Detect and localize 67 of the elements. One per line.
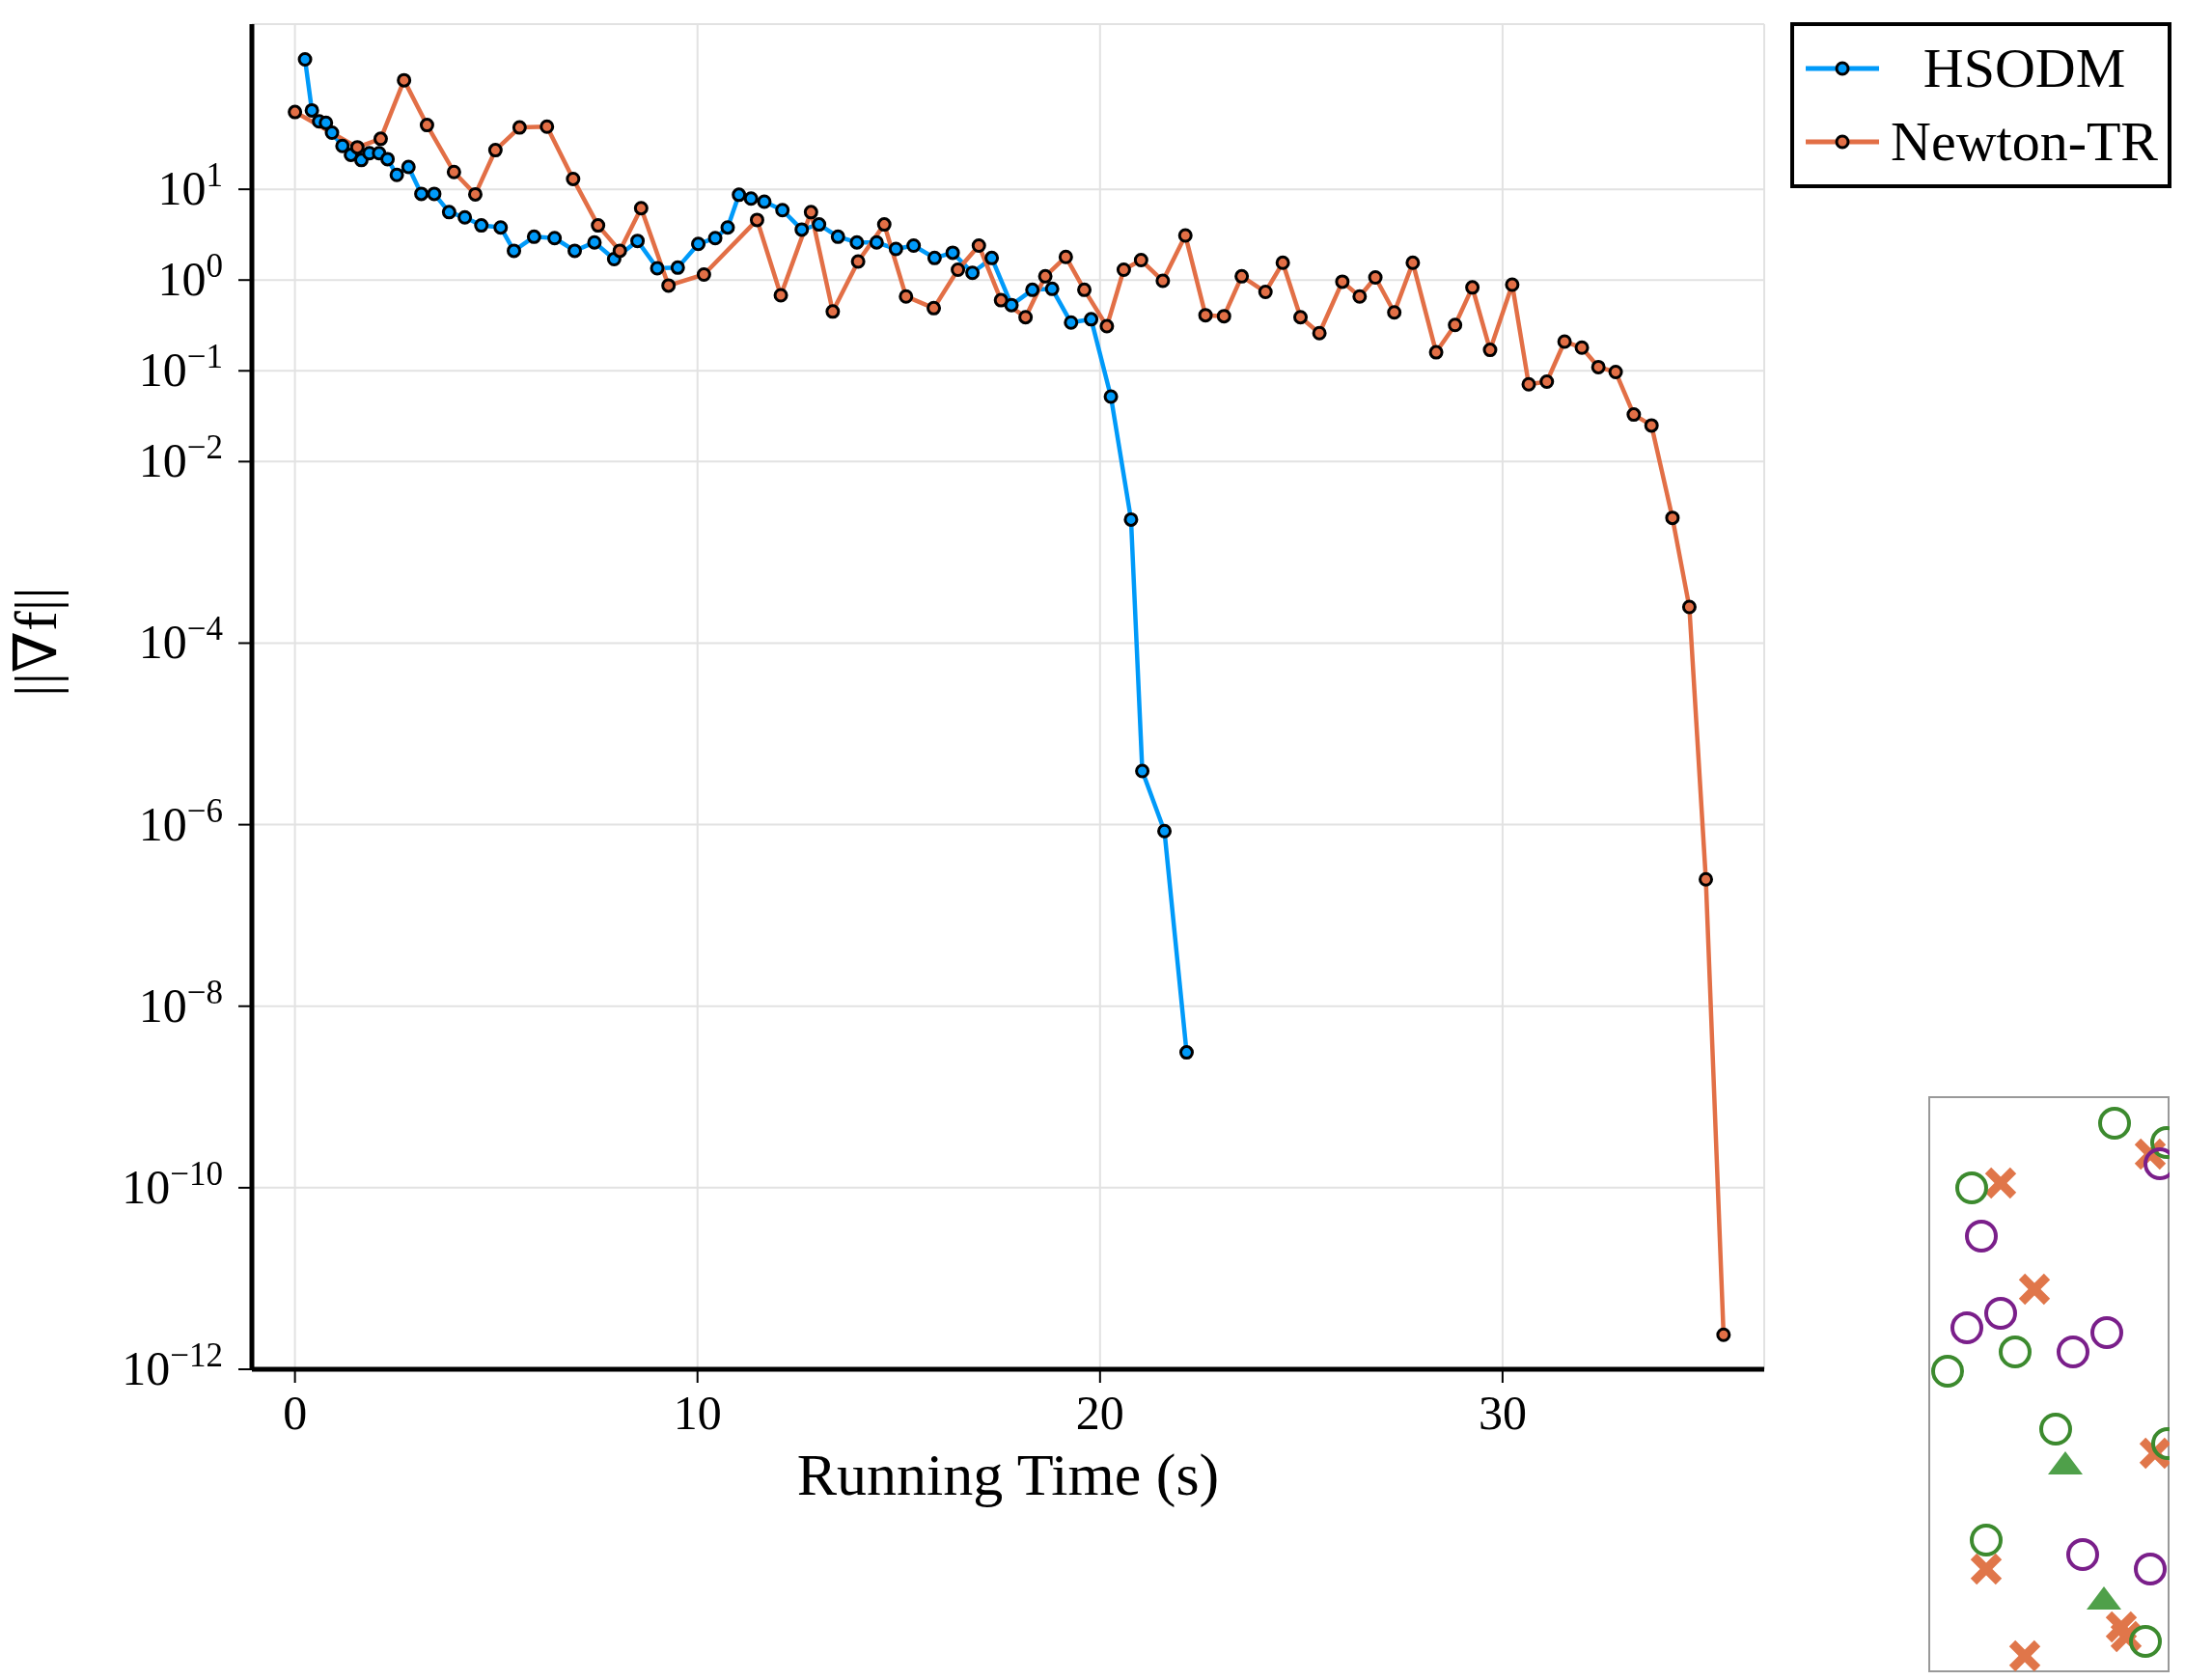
point <box>984 250 1000 265</box>
point <box>1178 1045 1194 1060</box>
point <box>732 187 747 203</box>
y-tick-label: 10$^{−6}$ <box>138 791 223 851</box>
legend-label: Newton-TR <box>1891 109 2159 175</box>
point <box>414 186 429 202</box>
y-tick-label: 10$^{−8}$ <box>138 973 223 1033</box>
point <box>380 151 396 167</box>
point <box>474 218 489 234</box>
point <box>324 125 340 141</box>
y-tick-label: 10$^{−12}$ <box>122 1336 223 1395</box>
point <box>849 234 865 250</box>
x-tick-label: 10 <box>673 1386 722 1440</box>
point <box>945 245 960 261</box>
point <box>965 265 981 281</box>
point <box>650 261 665 276</box>
point <box>927 250 942 265</box>
y-axis-title: ||∇f|| <box>3 587 69 697</box>
point <box>457 209 473 225</box>
y-tick-label: 10$^{−4}$ <box>138 609 223 670</box>
point <box>587 234 602 250</box>
point <box>1004 297 1019 313</box>
point <box>906 237 922 253</box>
point <box>493 220 509 235</box>
y-tick-label: 10$^{1}$ <box>157 155 223 216</box>
point <box>297 52 313 68</box>
point <box>1025 282 1040 297</box>
point <box>794 222 810 237</box>
point <box>1084 312 1099 327</box>
y-tick-label: 10$^{−2}$ <box>138 427 223 488</box>
y-tick-label: 10$^{−10}$ <box>122 1154 223 1214</box>
point <box>757 194 772 209</box>
legend-label: HSODM <box>1922 36 2127 101</box>
point <box>1103 389 1119 404</box>
point <box>707 231 723 246</box>
point <box>526 229 541 244</box>
point <box>720 220 735 235</box>
y-tick-label: 10$^{−1}$ <box>138 337 223 398</box>
point <box>775 203 790 218</box>
point <box>869 234 884 250</box>
point <box>1044 281 1060 296</box>
point <box>630 234 646 249</box>
x-axis-title: Running Time (s) <box>796 1442 1220 1508</box>
point <box>743 191 759 207</box>
point <box>1064 315 1079 330</box>
point <box>1157 823 1173 839</box>
point <box>670 260 685 275</box>
point <box>547 231 563 246</box>
point <box>427 186 442 202</box>
x-tick-label: 30 <box>1478 1386 1527 1440</box>
x-tick-label: 20 <box>1075 1386 1124 1440</box>
point <box>888 241 903 257</box>
x-tick-label: 0 <box>283 1386 308 1440</box>
y-tick-label: 10$^{0}$ <box>157 246 223 307</box>
point <box>830 229 845 244</box>
point <box>812 217 827 233</box>
point <box>389 167 404 182</box>
point <box>318 115 334 130</box>
point <box>401 159 416 175</box>
point <box>441 205 456 220</box>
point <box>567 243 583 259</box>
point <box>691 236 706 252</box>
point <box>1135 763 1150 779</box>
point <box>304 102 319 118</box>
point <box>1123 511 1139 527</box>
point <box>507 243 522 259</box>
point <box>335 138 350 153</box>
